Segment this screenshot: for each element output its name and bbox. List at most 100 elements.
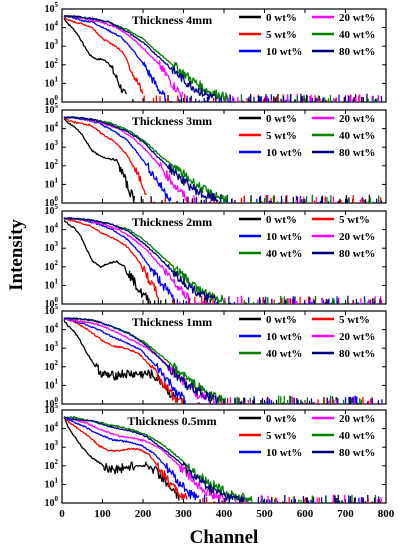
- series-line: [63, 15, 378, 102]
- series-line: [63, 116, 380, 204]
- panel-title: Thickness 3mm: [132, 114, 212, 128]
- y-tick-label: 103: [45, 340, 59, 354]
- series-line: [63, 317, 379, 405]
- y-tick-label: 105: [45, 402, 59, 416]
- plot-frame: [61, 409, 387, 504]
- y-tick-label: 100: [45, 495, 59, 509]
- legend-label: 20 wt%: [339, 12, 375, 24]
- x-axis-label: Channel: [190, 527, 259, 548]
- series-line: [63, 417, 382, 503]
- y-tick-label: 102: [45, 359, 59, 373]
- legend-label: 40 wt%: [339, 430, 375, 442]
- x-tick-label: 200: [135, 508, 152, 520]
- series-line: [63, 15, 360, 102]
- legend-label: 20 wt%: [339, 331, 375, 343]
- legend-label: 80 wt%: [339, 447, 375, 459]
- legend-label: 40 wt%: [266, 248, 302, 260]
- legend-label: 10 wt%: [266, 331, 302, 343]
- y-tick-label: 104: [45, 121, 59, 135]
- legend-label: 40 wt%: [266, 348, 302, 360]
- y-axis-label: Intensity: [6, 219, 27, 291]
- series-line: [63, 217, 375, 304]
- legend-label: 5 wt%: [266, 29, 297, 41]
- series-line: [63, 416, 382, 503]
- legend-label: 0 wt%: [266, 12, 297, 24]
- legend-label: 40 wt%: [339, 29, 375, 41]
- legend-label: 0 wt%: [266, 214, 297, 226]
- legend-label: 20 wt%: [339, 231, 375, 243]
- y-tick-label: 104: [45, 322, 59, 336]
- series-line: [63, 118, 371, 203]
- y-tick-label: 104: [45, 421, 59, 435]
- legend-label: 40 wt%: [339, 130, 375, 142]
- legend-label: 5 wt%: [339, 314, 370, 326]
- series-line: [63, 317, 373, 404]
- legend-label: 0 wt%: [266, 413, 297, 425]
- series-line: [63, 217, 374, 304]
- x-tick-label: 0: [59, 508, 65, 520]
- series-line: [63, 15, 379, 102]
- series-line: [63, 116, 364, 203]
- y-tick-label: 105: [45, 1, 59, 15]
- y-tick-label: 104: [45, 20, 59, 34]
- y-tick-label: 103: [45, 139, 59, 153]
- legend-label: 5 wt%: [339, 214, 370, 226]
- series-line: [63, 116, 383, 203]
- legend-label: 5 wt%: [266, 430, 297, 442]
- legend-label: 5 wt%: [266, 130, 297, 142]
- series-line: [63, 217, 382, 304]
- y-tick-label: 101: [45, 75, 59, 89]
- legend-label: 20 wt%: [339, 113, 375, 125]
- series-line: [63, 317, 372, 405]
- y-tick-label: 103: [45, 439, 59, 453]
- x-tick-label: 400: [216, 508, 233, 520]
- series-line: [63, 217, 383, 304]
- y-tick-label: 104: [45, 222, 59, 236]
- panel-title: Thickness 1mm: [132, 315, 212, 329]
- y-tick-label: 101: [45, 176, 59, 190]
- y-tick-label: 102: [45, 158, 59, 172]
- y-tick-label: 101: [45, 277, 59, 291]
- y-tick-label: 102: [45, 458, 59, 472]
- series-line: [63, 318, 383, 405]
- panel-title: Thickness 0.5mm: [127, 414, 216, 428]
- series-line: [64, 317, 383, 404]
- plot-frame: [61, 310, 387, 405]
- legend-label: 0 wt%: [266, 314, 297, 326]
- legend-label: 80 wt%: [339, 348, 375, 360]
- legend-label: 80 wt%: [339, 46, 375, 58]
- legend-label: 80 wt%: [339, 248, 375, 260]
- legend-label: 10 wt%: [266, 46, 302, 58]
- legend-label: 10 wt%: [266, 147, 302, 159]
- legend-label: 10 wt%: [266, 447, 302, 459]
- y-tick-label: 101: [45, 377, 59, 391]
- y-tick-label: 105: [45, 102, 59, 116]
- x-tick-label: 500: [256, 508, 273, 520]
- series-line: [63, 220, 375, 305]
- series-line: [63, 319, 369, 404]
- series-line: [63, 15, 376, 103]
- legend-label: 80 wt%: [339, 147, 375, 159]
- series-line: [63, 217, 382, 304]
- legend-label: 20 wt%: [339, 413, 375, 425]
- y-tick-label: 105: [45, 203, 59, 217]
- panels: 100 101 102 103 104 105 Thickness 4mm 0 wt% 20 w…: [45, 1, 395, 520]
- y-tick-label: 105: [45, 303, 59, 317]
- series-line: [63, 15, 383, 102]
- x-tick-label: 800: [378, 508, 395, 520]
- x-tick-label: 700: [337, 508, 354, 520]
- legend-label: 10 wt%: [266, 231, 302, 243]
- y-tick-label: 101: [45, 476, 59, 490]
- x-tick-label: 100: [94, 508, 111, 520]
- y-tick-label: 102: [45, 259, 59, 273]
- panel-title: Thickness 4mm: [132, 13, 212, 27]
- x-tick-label: 300: [175, 508, 192, 520]
- x-tick-label: 600: [297, 508, 314, 520]
- y-tick-label: 103: [45, 240, 59, 254]
- panel-5: 100 101 102 103 104 105 Thickness 0.5mm 0 wt% 20…: [45, 402, 387, 509]
